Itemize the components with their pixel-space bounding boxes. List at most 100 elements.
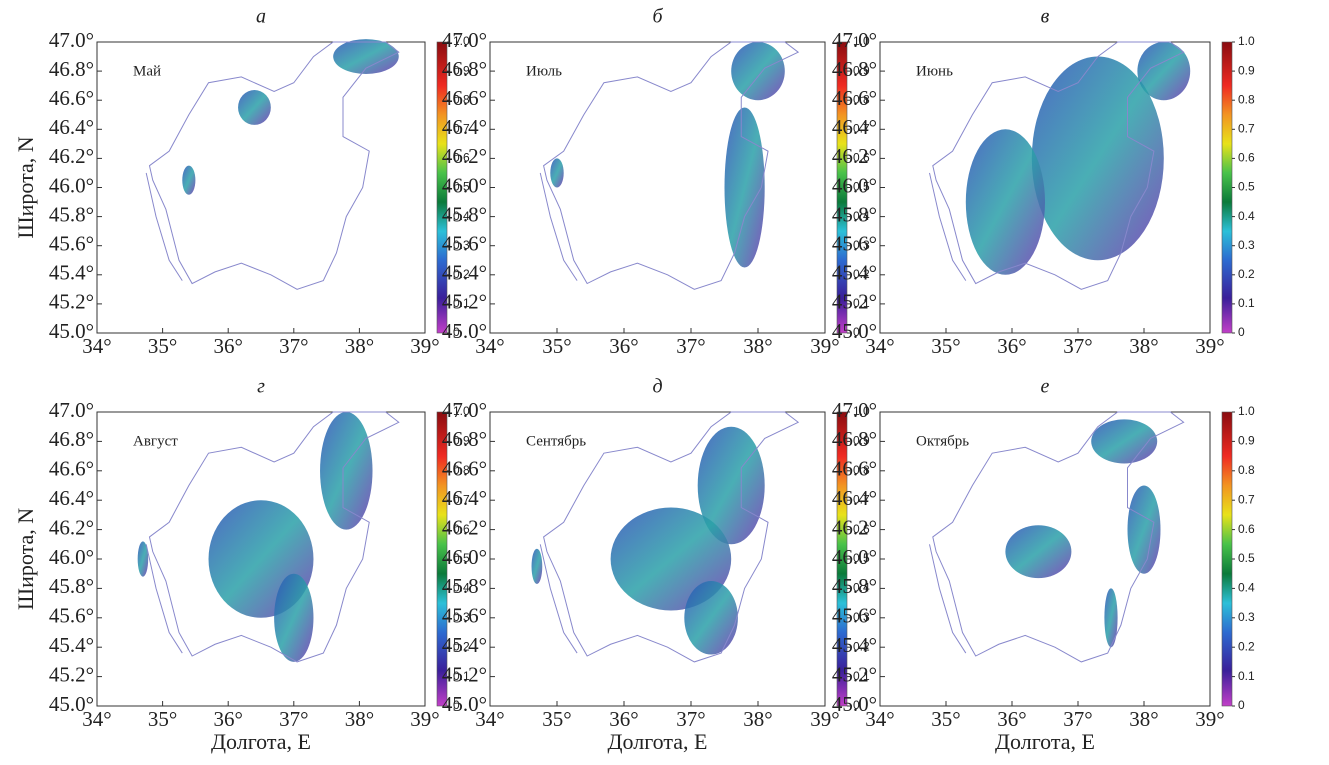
x-tick-label: 36° [609, 707, 638, 731]
spit [539, 544, 578, 654]
colorbar-tick-label: 1.0 [453, 404, 470, 418]
y-tick-label: 45.0° [832, 319, 877, 343]
x-tick-label: 36° [213, 707, 242, 731]
y-tick-label: 46.8° [832, 57, 877, 81]
y-tick-label: 45.8° [442, 202, 487, 226]
colorbar-tick-label: 0.1 [853, 669, 870, 683]
x-tick-label: 37° [279, 334, 308, 358]
colorbar-tick-label: 0 [1238, 325, 1245, 339]
x-tick-label: 35° [931, 707, 960, 731]
y-tick-label: 46.8° [442, 427, 487, 451]
concentration-area [965, 129, 1045, 275]
y-tick-label: 46.0° [49, 173, 94, 197]
y-tick-label: 46.6° [442, 86, 487, 110]
y-tick-label: 47.0° [442, 398, 487, 422]
x-tick-label: 34° [82, 334, 111, 358]
x-tick-label: 37° [676, 707, 705, 731]
colorbar-tick-label: 0.9 [853, 63, 870, 77]
spit [145, 172, 183, 281]
y-tick-label: 46.0° [832, 173, 877, 197]
colorbar-tick-label: 0.2 [453, 639, 470, 653]
coastline [932, 41, 1185, 290]
colorbar-tick-label: 0.1 [1238, 669, 1255, 683]
coastline [932, 411, 1185, 663]
colorbar-tick-label: 0.4 [1238, 581, 1255, 595]
colorbar-tick-label: 0.5 [853, 180, 870, 194]
concentration-area [238, 90, 271, 125]
y-tick-label: 47.0° [832, 28, 877, 52]
y-tick-label: 45.2° [832, 290, 877, 314]
concentration-area [137, 541, 149, 577]
colorbar-tick-label: 0 [453, 325, 460, 339]
y-tick-label: 46.2° [442, 515, 487, 539]
y-tick-label: 46.8° [49, 427, 94, 451]
y-tick-label: 45.0° [49, 692, 94, 716]
colorbar-tick-label: 0.3 [453, 238, 470, 252]
concentration-area [731, 42, 785, 101]
colorbar-tick-label: 1.0 [853, 404, 870, 418]
y-tick-label: 45.8° [49, 574, 94, 598]
colorbar [1221, 411, 1233, 707]
y-tick-label: 45.0° [442, 692, 487, 716]
spit [539, 172, 578, 281]
x-tick-label: 39° [1195, 707, 1224, 731]
x-tick-label: 39° [810, 707, 839, 731]
colorbar-tick-label: 0.9 [1238, 63, 1255, 77]
month-label: Сентябрь [526, 433, 586, 449]
y-axis-title: Широта, N [13, 136, 38, 238]
y-tick-label: 45.8° [49, 202, 94, 226]
x-tick-label: 37° [1063, 334, 1092, 358]
x-tick-label: 34° [475, 707, 504, 731]
concentration-area [1091, 419, 1158, 464]
x-axis-title: Долгота, E [211, 729, 311, 754]
colorbar-tick-label: 0.5 [1238, 551, 1255, 565]
panel-letter: е [1041, 376, 1050, 398]
colorbar-tick-label: 0.2 [853, 267, 870, 281]
y-tick-label: 46.4° [49, 115, 94, 139]
coastline [543, 41, 800, 290]
colorbar-tick-label: 1.0 [1238, 34, 1255, 48]
concentration-area [1127, 485, 1161, 574]
colorbar-tick-label: 0.6 [1238, 151, 1255, 165]
y-tick-label: 46.0° [832, 545, 877, 569]
x-tick-label: 38° [345, 334, 374, 358]
y-tick-label: 46.0° [442, 173, 487, 197]
colorbar-tick-label: 0.8 [853, 463, 870, 477]
y-tick-label: 46.2° [49, 515, 94, 539]
x-tick-label: 36° [997, 707, 1026, 731]
y-tick-label: 45.8° [832, 202, 877, 226]
y-tick-label: 47.0° [49, 28, 94, 52]
spit [929, 544, 967, 654]
x-tick-label: 36° [213, 334, 242, 358]
y-tick-label: 47.0° [49, 398, 94, 422]
colorbar-tick-label: 0.5 [453, 180, 470, 194]
x-tick-label: 35° [148, 707, 177, 731]
y-tick-label: 45.6° [832, 232, 877, 256]
colorbar-tick-label: 0.7 [453, 121, 470, 135]
concentration-area [274, 573, 314, 662]
colorbar-tick-label: 0.3 [853, 238, 870, 252]
concentration-area [320, 412, 373, 530]
y-tick-label: 45.0° [49, 319, 94, 343]
colorbar-tick-label: 0.3 [1238, 238, 1255, 252]
month-label: Октябрь [916, 433, 969, 449]
x-tick-label: 35° [931, 334, 960, 358]
y-tick-label: 47.0° [442, 28, 487, 52]
y-tick-label: 45.6° [442, 604, 487, 628]
x-tick-label: 38° [743, 334, 772, 358]
colorbar-tick-label: 0.1 [453, 669, 470, 683]
colorbar-tick-label: 0.7 [453, 492, 470, 506]
colorbar-tick-label: 0.9 [453, 434, 470, 448]
map-panel: в Июнь 34° 35° 36° 37° 38° 39° 45.0° 45.2° 45.4° 45… [832, 6, 1255, 358]
colorbar-tick-label: 0.6 [853, 522, 870, 536]
colorbar-tick-label: 1.0 [1238, 404, 1255, 418]
y-tick-label: 46.2° [832, 515, 877, 539]
month-label: Август [133, 433, 178, 449]
y-tick-label: 45.4° [49, 633, 94, 657]
y-tick-label: 45.6° [442, 232, 487, 256]
colorbar-tick-label: 0 [853, 698, 860, 712]
coastline [148, 411, 400, 663]
y-tick-label: 45.4° [442, 633, 487, 657]
colorbar-tick-label: 0.4 [453, 581, 470, 595]
colorbar-tick-label: 0.1 [1238, 296, 1255, 310]
